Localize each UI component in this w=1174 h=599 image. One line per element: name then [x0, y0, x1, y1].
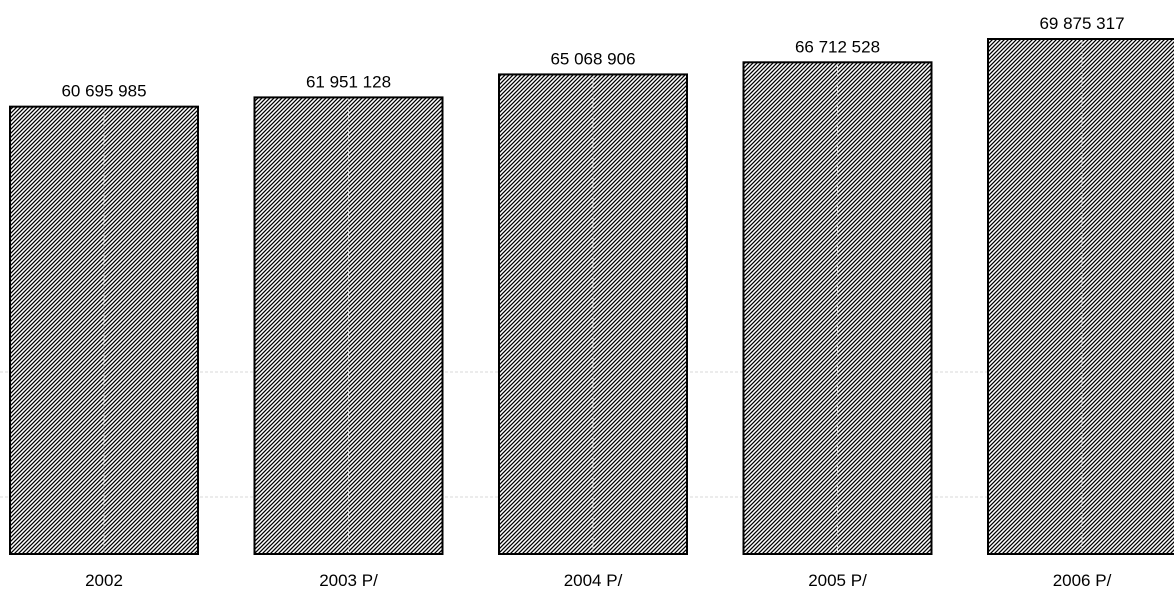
data-label: 69 875 317: [1039, 14, 1124, 33]
x-tick-label: 2004 P/: [564, 571, 623, 590]
data-label: 66 712 528: [795, 37, 880, 56]
x-tick-label: 2005 P/: [808, 571, 867, 590]
data-label: 61 951 128: [306, 72, 391, 91]
data-label: 65 068 906: [550, 49, 635, 68]
x-tick-label: 2003 P/: [319, 571, 378, 590]
bar-2006-p: [987, 38, 1174, 555]
bar-2003-p: [253, 96, 444, 556]
x-tick-label: 2006 P/: [1053, 571, 1112, 590]
labels: 60 695 985 2002 61 951 128 2003 P/65 068 90…: [61, 14, 1124, 590]
bars: [9, 38, 1174, 556]
x-tick-label: 2002: [85, 571, 123, 590]
data-label: 60 695 985: [61, 82, 146, 101]
